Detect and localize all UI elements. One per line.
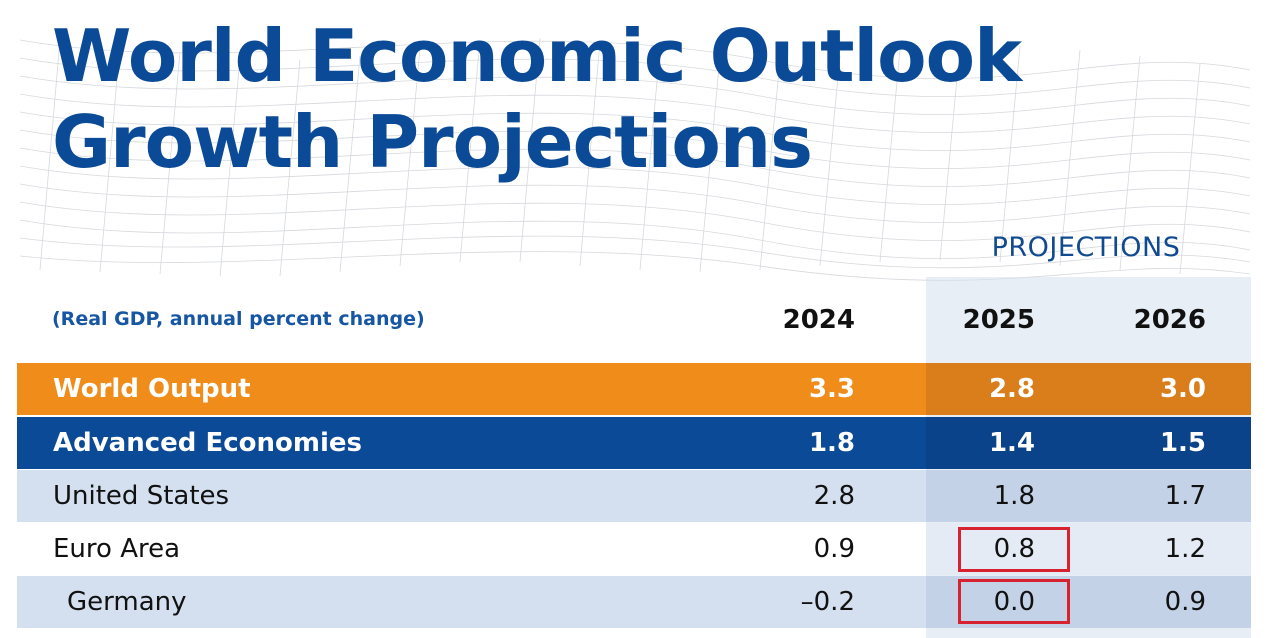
title-line-2: Growth Projections <box>52 100 813 184</box>
projection-cell-shade <box>926 523 1251 575</box>
cell-2024: 2.8 <box>813 481 855 511</box>
cell-2026: 1.2 <box>1164 534 1206 564</box>
cell-2026: 3.0 <box>1159 374 1206 404</box>
cell-2026: 1.7 <box>1164 481 1206 511</box>
table-row-advanced-economies: Advanced Economies 1.8 1.4 1.5 <box>17 417 1251 469</box>
column-header-2025: 2025 <box>962 305 1035 335</box>
row-label: Advanced Economies <box>53 428 362 458</box>
table-row-euro-area: Euro Area 0.9 0.8 1.2 <box>17 523 1251 575</box>
cell-2025: 0.8 <box>993 534 1035 564</box>
projection-cell-shade <box>926 470 1251 522</box>
cell-2024: –0.2 <box>800 587 855 617</box>
row-label: Germany <box>67 587 187 617</box>
cell-2024: 1.8 <box>808 428 855 458</box>
row-label: Euro Area <box>53 534 181 564</box>
projection-cell-shade <box>926 576 1251 628</box>
column-header-2024: 2024 <box>782 305 855 335</box>
table-row-germany: Germany –0.2 0.0 0.9 <box>17 576 1251 628</box>
highlight-box-euro-area-2025 <box>958 527 1070 572</box>
projections-label: PROJECTIONS <box>991 232 1181 263</box>
projection-cell-shade <box>926 363 1251 415</box>
column-header-2026: 2026 <box>1133 305 1206 335</box>
table-subtitle: (Real GDP, annual percent change) <box>52 308 425 330</box>
cell-2025: 1.4 <box>988 428 1035 458</box>
table-row-world-output: World Output 3.3 2.8 3.0 <box>17 363 1251 415</box>
row-label: World Output <box>53 374 251 404</box>
cell-2025: 1.8 <box>993 481 1035 511</box>
highlight-box-germany-2025 <box>958 579 1070 624</box>
background-mesh-graphic <box>19 37 1251 281</box>
cell-2026: 1.5 <box>1159 428 1206 458</box>
cell-2025: 0.0 <box>993 587 1035 617</box>
cell-2024: 0.9 <box>813 534 855 564</box>
cell-2024: 3.3 <box>808 374 855 404</box>
table-row-united-states: United States 2.8 1.8 1.7 <box>17 470 1251 522</box>
cell-2025: 2.8 <box>988 374 1035 404</box>
cell-2026: 0.9 <box>1164 587 1206 617</box>
projection-cell-shade <box>926 417 1251 469</box>
row-label: United States <box>53 481 230 511</box>
title-line-1: World Economic Outlook <box>52 14 1022 98</box>
